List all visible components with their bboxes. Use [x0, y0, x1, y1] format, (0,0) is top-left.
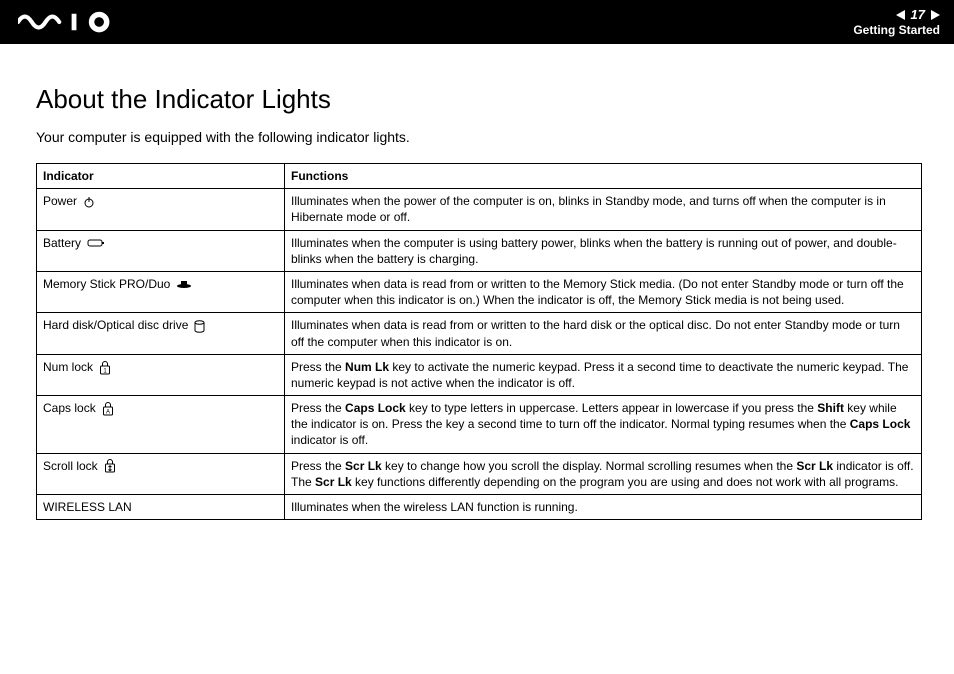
numlock-icon: 1 [99, 359, 111, 375]
page-nav: 17 [896, 7, 940, 22]
key-name: Scr Lk [796, 459, 833, 473]
functions-text: key functions differently depending on t… [352, 475, 899, 489]
indicator-cell: Num lock 1 [37, 354, 285, 395]
page-title: About the Indicator Lights [36, 84, 922, 115]
scrolllock-icon [104, 458, 116, 474]
svg-text:A: A [106, 409, 110, 415]
prev-page-icon[interactable] [896, 10, 905, 20]
key-name: Scr Lk [315, 475, 352, 489]
functions-text: indicator is off. [291, 433, 368, 447]
functions-cell: Illuminates when data is read from or wr… [285, 271, 922, 312]
functions-text: Press the [291, 401, 345, 415]
table-header-row: Indicator Functions [37, 164, 922, 189]
indicator-label: Power [43, 193, 77, 209]
table-row: Num lock 1 Press the Num Lk key to activat… [37, 354, 922, 395]
functions-cell: Press the Caps Lock key to type letters … [285, 396, 922, 454]
indicator-label: Num lock [43, 359, 93, 375]
key-name: Caps Lock [850, 417, 911, 431]
indicator-label: WIRELESS LAN [43, 499, 132, 515]
indicator-cell: Power [37, 189, 285, 230]
functions-cell: Illuminates when the computer is using b… [285, 230, 922, 271]
battery-icon [87, 235, 105, 251]
table-row: Scroll lock Press the Scr Lk key to chang… [37, 453, 922, 494]
table-body: Power Illuminates when the power of the c… [37, 189, 922, 520]
key-name: Scr Lk [345, 459, 382, 473]
header-bar: 17 Getting Started [0, 0, 954, 44]
page-number: 17 [911, 7, 925, 22]
vaio-logo [18, 0, 128, 44]
capslock-icon: A [102, 400, 114, 416]
power-icon [83, 193, 95, 209]
indicator-cell: Scroll lock [37, 453, 285, 494]
table-row: Power Illuminates when the power of the c… [37, 189, 922, 230]
indicator-cell: Battery [37, 230, 285, 271]
indicator-label: Caps lock [43, 400, 96, 416]
table-row: Hard disk/Optical disc drive Illuminates … [37, 313, 922, 354]
indicator-label: Battery [43, 235, 81, 251]
key-name: Caps Lock [345, 401, 406, 415]
indicator-label: Memory Stick PRO/Duo [43, 276, 170, 292]
col-header-functions: Functions [285, 164, 922, 189]
indicator-label: Scroll lock [43, 458, 98, 474]
next-page-icon[interactable] [931, 10, 940, 20]
functions-cell: Illuminates when data is read from or wr… [285, 313, 922, 354]
table-row: Memory Stick PRO/Duo Illuminates when dat… [37, 271, 922, 312]
disk-icon [194, 317, 205, 333]
col-header-indicator: Indicator [37, 164, 285, 189]
page-subtitle: Your computer is equipped with the follo… [36, 129, 922, 145]
indicator-cell: WIRELESS LAN [37, 495, 285, 520]
section-label: Getting Started [853, 23, 940, 37]
page-body: About the Indicator Lights Your computer… [0, 44, 954, 520]
table-row: Caps lock A Press the Caps Lock key to typ… [37, 396, 922, 454]
functions-text: key to type letters in uppercase. Letter… [406, 401, 818, 415]
key-name: Num Lk [345, 360, 389, 374]
vaio-logo-svg [18, 11, 128, 33]
table-row: WIRELESS LAN Illuminates when the wireles… [37, 495, 922, 520]
functions-text: Press the [291, 360, 345, 374]
table-row: Battery Illuminates when the computer is … [37, 230, 922, 271]
indicator-cell: Hard disk/Optical disc drive [37, 313, 285, 354]
indicator-table: Indicator Functions Power Illuminates whe… [36, 163, 922, 520]
indicator-cell: Memory Stick PRO/Duo [37, 271, 285, 312]
functions-cell: Illuminates when the wireless LAN functi… [285, 495, 922, 520]
memorystick-icon [176, 276, 192, 292]
functions-text: key to change how you scroll the display… [382, 459, 797, 473]
indicator-label: Hard disk/Optical disc drive [43, 317, 188, 333]
key-name: Shift [817, 401, 844, 415]
header-right: 17 Getting Started [853, 7, 940, 37]
indicator-cell: Caps lock A [37, 396, 285, 454]
functions-cell: Illuminates when the power of the comput… [285, 189, 922, 230]
functions-cell: Press the Num Lk key to activate the num… [285, 354, 922, 395]
functions-cell: Press the Scr Lk key to change how you s… [285, 453, 922, 494]
functions-text: Press the [291, 459, 345, 473]
